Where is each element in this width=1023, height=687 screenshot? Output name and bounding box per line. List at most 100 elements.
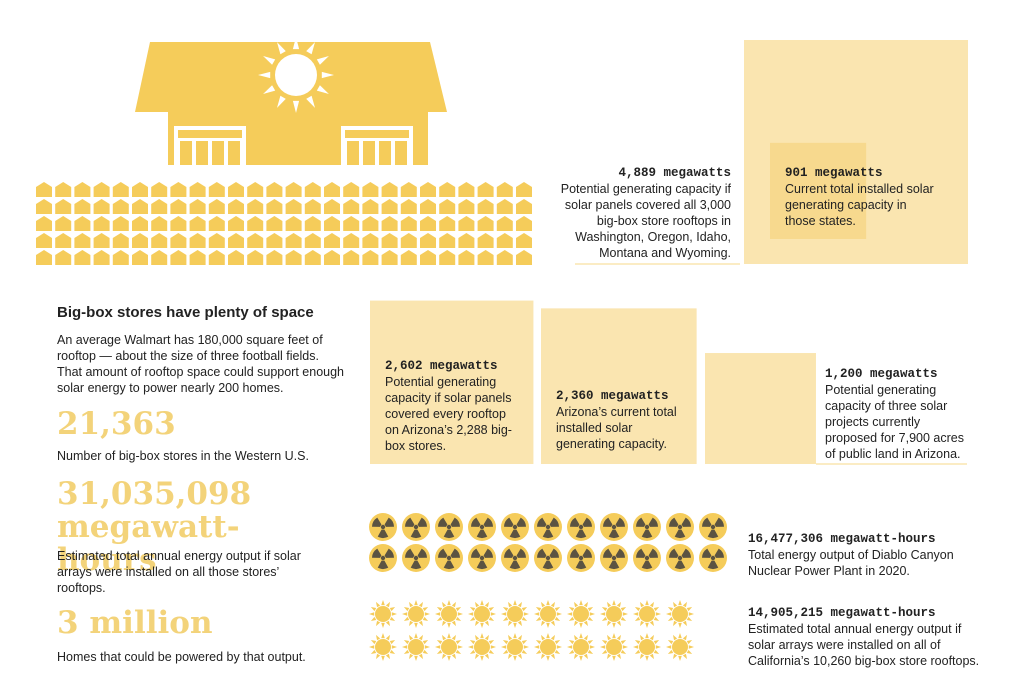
sun-icon-ray — [381, 622, 385, 628]
sun-icon-ray — [556, 645, 562, 649]
sun-icon-ray — [682, 653, 687, 660]
house — [285, 182, 302, 197]
house — [208, 182, 225, 197]
house — [439, 250, 456, 265]
sun-icon-ray — [667, 640, 674, 645]
trefoil-blade — [714, 548, 724, 558]
trefoil-blade — [570, 548, 580, 558]
house — [266, 199, 283, 214]
house — [362, 216, 379, 231]
sun-icon-ray — [389, 649, 396, 654]
sun-icon — [606, 639, 622, 655]
trefoil-blade — [443, 560, 455, 569]
sun-icon-ray — [370, 649, 377, 654]
sun-icon-ray — [686, 616, 693, 621]
door-panel — [379, 141, 391, 165]
sun-icon-ray — [567, 612, 573, 616]
house — [247, 233, 264, 248]
capacity-square — [770, 142, 867, 239]
sun-icon-ray — [502, 640, 509, 645]
house — [55, 233, 72, 248]
house — [362, 182, 379, 197]
house — [112, 233, 129, 248]
house — [458, 233, 475, 248]
sun-icon-ray — [550, 653, 555, 660]
sun-icon-ray — [633, 612, 639, 616]
sun-icon-ray — [442, 634, 447, 641]
sun-icon-ray — [488, 640, 495, 645]
door-panel — [212, 141, 224, 165]
sun-icon-ray — [381, 633, 385, 639]
sun-icon-ray — [508, 634, 513, 641]
trefoil-blade — [372, 517, 382, 527]
house — [112, 182, 129, 197]
trefoil-blade — [707, 560, 719, 569]
door-panel — [395, 141, 407, 165]
trefoil-blade — [483, 548, 493, 558]
trefoil-blade — [707, 529, 719, 538]
comparison-text: Potential generating capacity if solar p… — [560, 182, 731, 260]
stat-caption: Estimated total annual energy output if … — [57, 549, 301, 595]
comparison-label: 901 megawatts — [785, 166, 883, 180]
sun-icon-ray — [447, 600, 451, 606]
sun-icon-ray — [583, 620, 588, 627]
sun-icon-ray — [612, 622, 616, 628]
sun-icon-ray — [517, 620, 522, 627]
trefoil-blade — [438, 548, 448, 558]
trefoil-center — [545, 555, 551, 561]
sun-icon-ray — [402, 612, 408, 616]
house — [400, 216, 417, 231]
house — [343, 233, 360, 248]
trefoil-blade — [405, 548, 415, 558]
sun-icon-ray — [508, 620, 513, 627]
house — [304, 182, 321, 197]
trefoil-center — [512, 555, 518, 561]
house — [55, 182, 72, 197]
sun-icon-ray — [655, 612, 661, 616]
sun-icon-ray — [442, 620, 447, 627]
sun-icon-ray — [550, 620, 555, 627]
sun-icon-ray — [554, 607, 561, 612]
trefoil-blade — [669, 548, 679, 558]
sun-ray — [292, 100, 300, 113]
sun-icon-ray — [579, 600, 583, 606]
house — [477, 182, 494, 197]
trefoil-blade — [504, 548, 514, 558]
house — [362, 233, 379, 248]
sun-icon-ray — [640, 653, 645, 660]
house — [285, 233, 302, 248]
house — [228, 250, 244, 265]
house — [247, 199, 264, 214]
stat-caption: Homes that could be powered by that outp… — [57, 650, 306, 664]
house — [343, 199, 360, 214]
trefoil-blade — [384, 548, 394, 558]
energy-label: 14,905,215 megawatt-hours — [748, 606, 936, 620]
sun-icon-ray — [517, 601, 522, 608]
sun-icon — [408, 606, 424, 622]
house — [151, 199, 168, 214]
house — [458, 199, 475, 214]
sun-icon-ray — [620, 607, 627, 612]
house — [439, 233, 456, 248]
sun-icon-ray — [409, 653, 414, 660]
sun-icon-ray — [455, 640, 462, 645]
sun-icon-ray — [376, 601, 381, 608]
trefoil-center — [611, 524, 617, 530]
trefoil-blade — [450, 548, 460, 558]
house — [74, 233, 91, 248]
house — [496, 216, 513, 231]
door-panel — [196, 141, 208, 165]
trefoil-blade — [702, 517, 712, 527]
house — [189, 216, 206, 231]
sun-icon-ray — [455, 649, 462, 654]
trefoil-blade — [575, 529, 587, 538]
sun-icon-ray — [612, 633, 616, 639]
sun-icon-ray — [389, 640, 396, 645]
sun-icon-ray — [409, 601, 414, 608]
trefoil-center — [380, 524, 386, 530]
comparison-text: Potential generating capacity if solar p… — [385, 375, 512, 453]
house — [496, 199, 513, 214]
sun-icon-ray — [574, 620, 579, 627]
house — [132, 199, 148, 214]
trefoil-blade — [603, 517, 613, 527]
